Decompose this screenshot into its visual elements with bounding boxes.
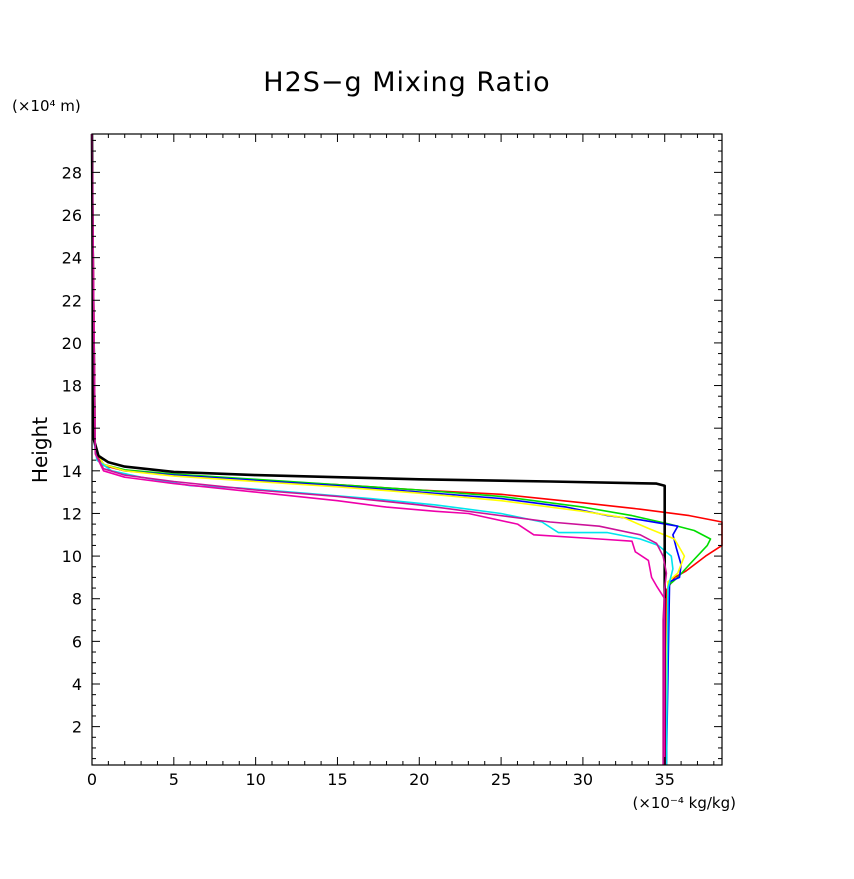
x-tick-label: 15 [327, 770, 347, 789]
y-tick-label: 10 [62, 547, 82, 566]
x-tick-label: 5 [169, 770, 179, 789]
series-line-cyan [91, 133, 674, 766]
series-line-black [90, 133, 666, 765]
series-line-magenta [91, 133, 666, 765]
series-line-yellow [91, 133, 686, 766]
y-unit-label: (×10⁴ m) [12, 97, 81, 115]
series-line-magenta-2 [91, 133, 668, 765]
y-tick-label: 28 [62, 163, 82, 182]
y-tick-label: 16 [62, 419, 82, 438]
y-tick-label: 24 [62, 249, 82, 268]
x-tick-label: 25 [491, 770, 511, 789]
x-tick-label: 30 [573, 770, 593, 789]
y-axis-label: Height [28, 417, 52, 483]
chart-title: H2S−g Mixing Ratio [263, 67, 550, 98]
series-line-blue [91, 133, 682, 766]
y-tick-label: 26 [62, 206, 82, 225]
y-tick-label: 2 [72, 718, 82, 737]
y-tick-label: 8 [72, 590, 82, 609]
series-line-red [91, 133, 723, 766]
series-layer [90, 133, 723, 766]
y-tick-label: 14 [62, 462, 82, 481]
plot-frame [91, 133, 723, 766]
y-tick-label: 20 [62, 334, 82, 353]
x-axis-ticks: 0 5 10 15 20 25 30 35 [87, 134, 715, 789]
y-tick-label: 22 [62, 291, 82, 310]
x-unit-label: (×10⁻⁴ kg/kg) [632, 794, 736, 812]
y-tick-label: 12 [62, 504, 82, 523]
series-line-green [91, 133, 712, 766]
x-tick-label: 0 [87, 770, 97, 789]
x-tick-label: 10 [245, 770, 265, 789]
y-tick-label: 6 [72, 632, 82, 651]
y-tick-label: 4 [72, 675, 82, 694]
x-tick-label: 20 [409, 770, 429, 789]
y-tick-label: 18 [62, 377, 82, 396]
x-tick-label: 35 [655, 770, 675, 789]
